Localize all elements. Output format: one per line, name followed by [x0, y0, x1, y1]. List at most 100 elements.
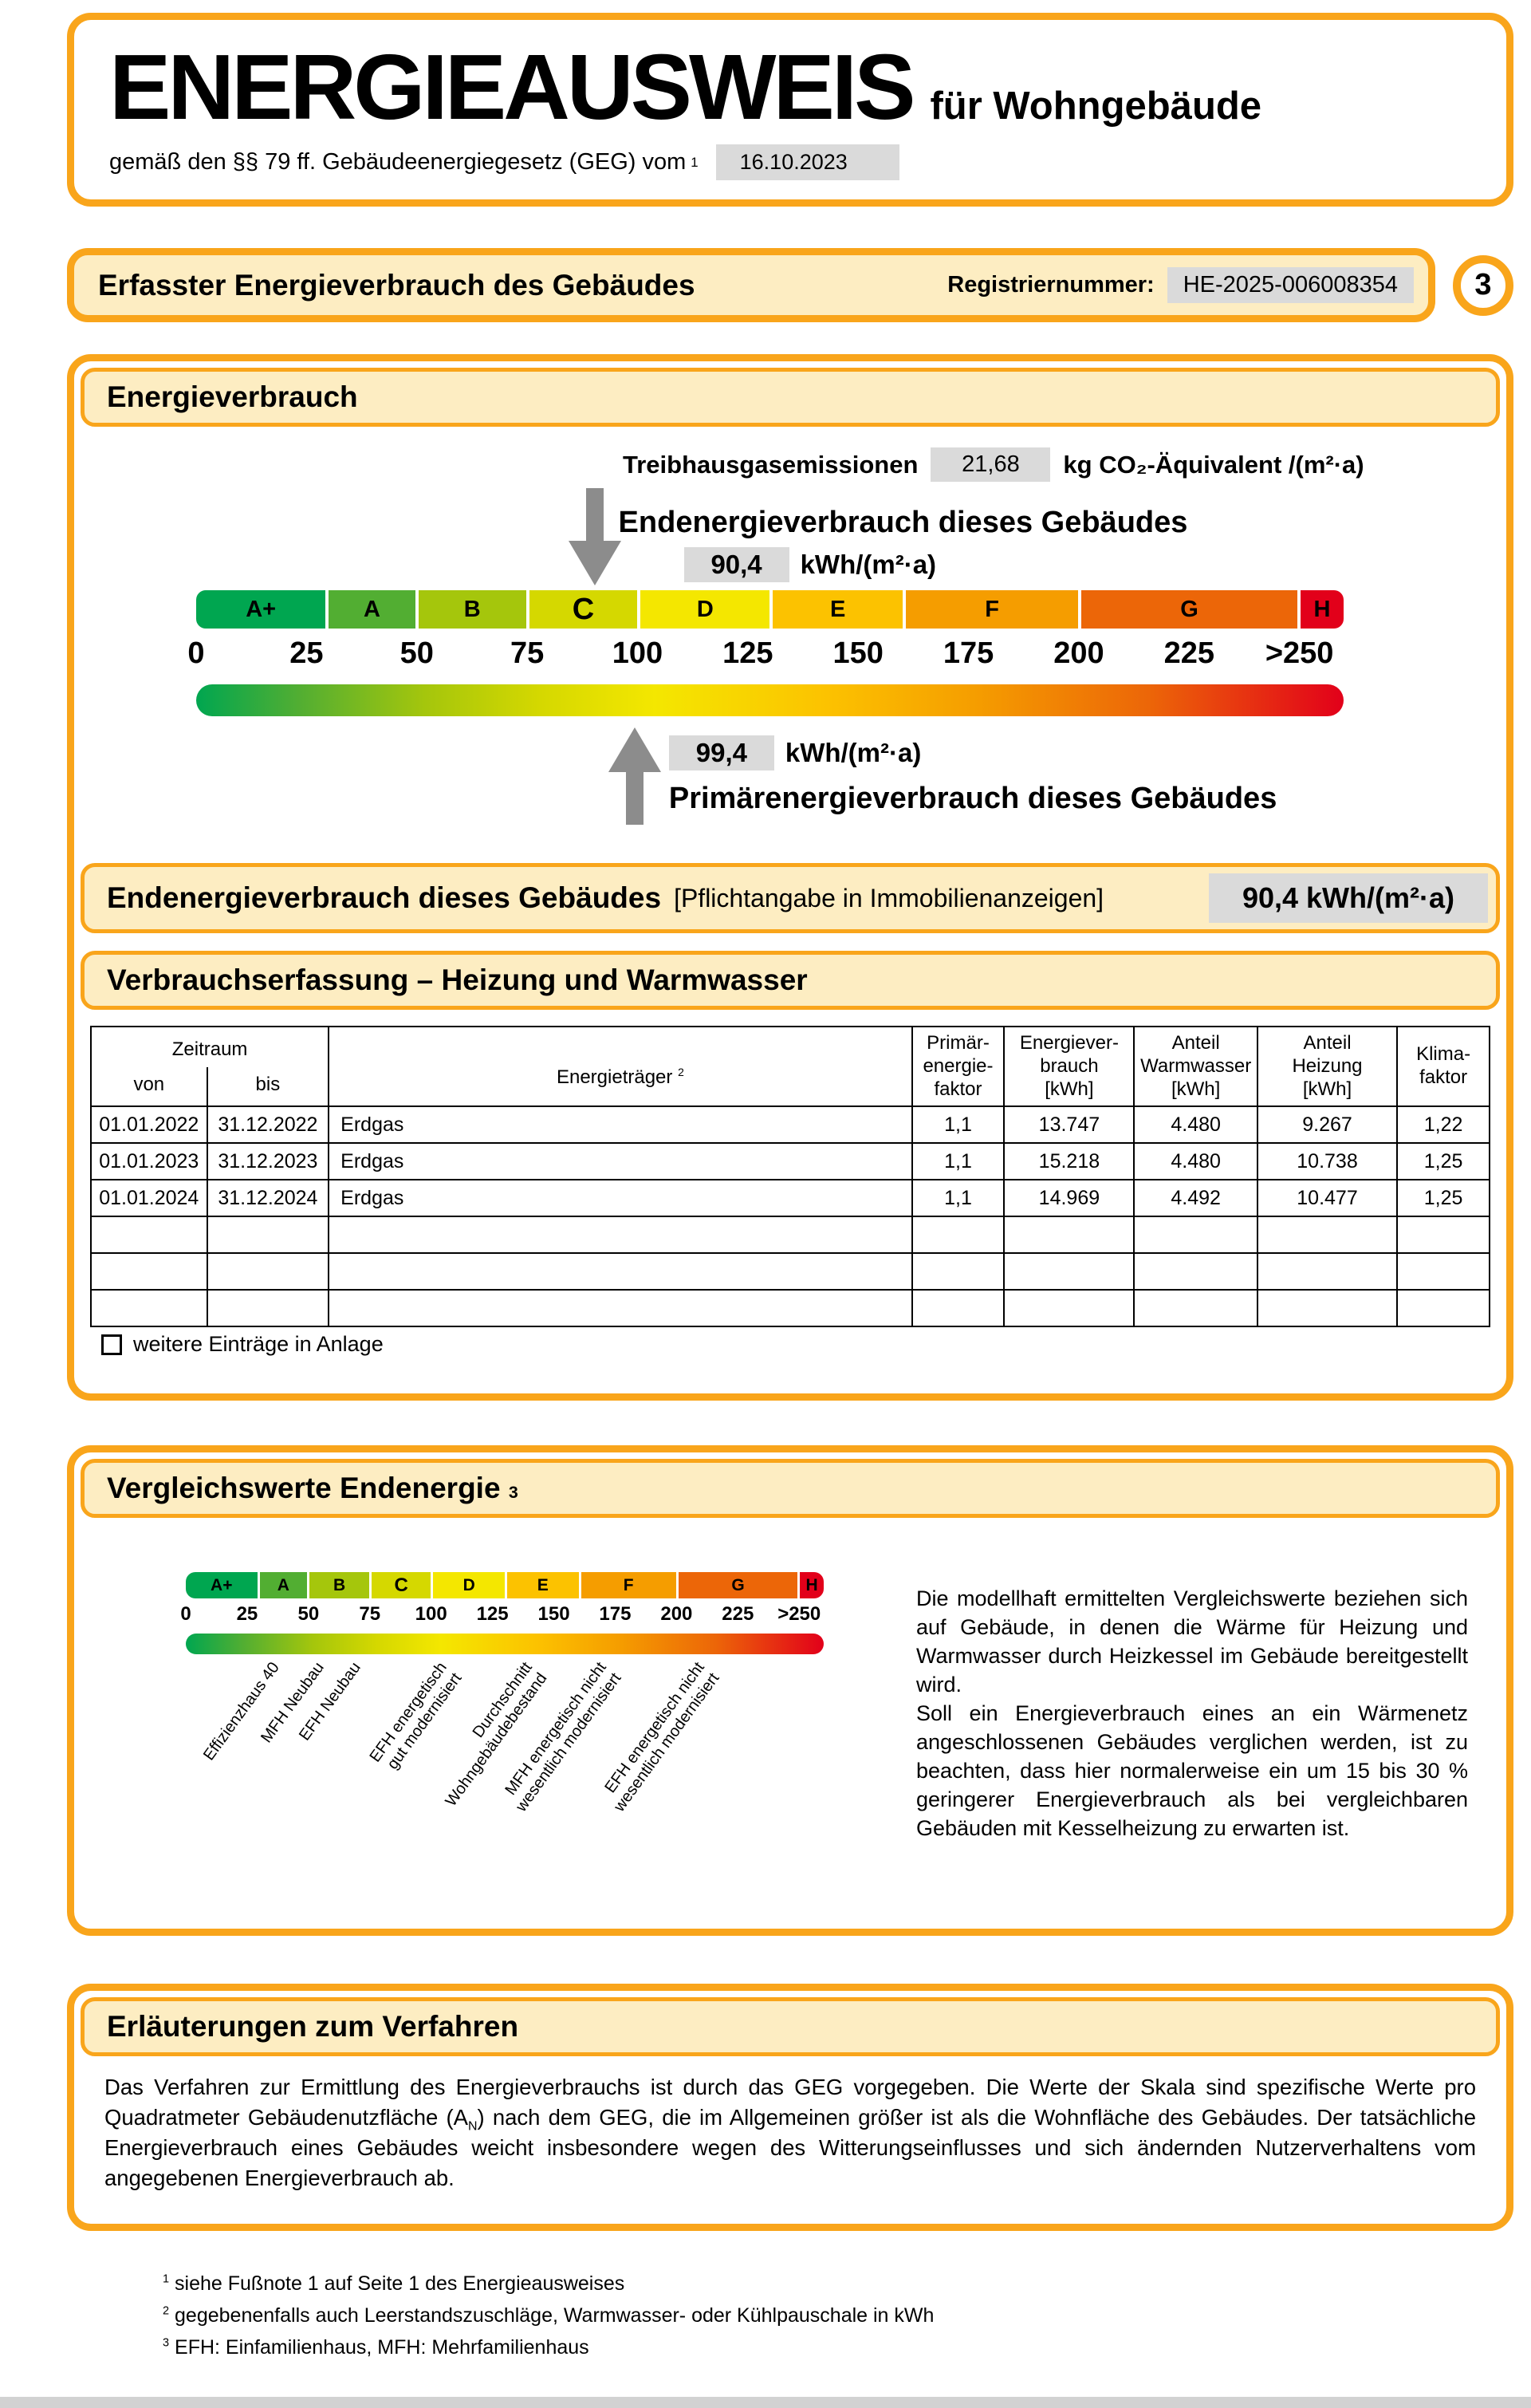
scale-tick-0: 0 [187, 636, 205, 670]
col-header-warmwasser: Anteil Warmwasser [kWh] [1133, 1025, 1258, 1108]
checkbox-label: weitere Einträge in Anlage [133, 1332, 384, 1357]
table-cell: 1,1 [911, 1105, 1006, 1145]
energy-class-H: H [1300, 590, 1344, 629]
table-cell: 10.477 [1256, 1179, 1399, 1218]
scale-tick-150: 150 [537, 1603, 570, 1626]
table-cell [1003, 1289, 1135, 1328]
down-arrow-icon [569, 488, 622, 585]
scale-tick-100: 100 [612, 636, 663, 670]
table-cell: 9.267 [1256, 1105, 1399, 1145]
energy-class-A: A [329, 590, 415, 629]
end-energy-banner: Endenergieverbrauch dieses Gebäudes [Pfl… [81, 863, 1500, 933]
table-cell [328, 1289, 913, 1328]
table-cell [911, 1289, 1006, 1328]
energy-class-A+: A+ [196, 590, 326, 629]
header-box: ENERGIEAUSWEIS für Wohngebäude gemäß den… [67, 13, 1513, 207]
energy-class-D: D [640, 590, 770, 629]
law-text: gemäß den §§ 79 ff. Gebäudeenergiegesetz… [109, 149, 687, 175]
explanation-band: Erläuterungen zum Verfahren [81, 1997, 1500, 2057]
consumption-table-body: 01.01.2022 31.12.2022 Erdgas 1,1 13.747 4.480… [90, 1105, 1490, 1328]
table-cell [206, 1289, 330, 1328]
end-energy-unit: kWh/(m²·a) [800, 550, 937, 579]
table-cell [911, 1252, 1006, 1291]
scale-tick->250: >250 [777, 1603, 821, 1626]
law-line: gemäß den §§ 79 ff. Gebäudeenergiegesetz… [109, 144, 1471, 180]
table-cell: Erdgas [328, 1179, 913, 1218]
footnote-1: 1 siehe Fußnote 1 auf Seite 1 des Energi… [163, 2272, 625, 2296]
comparison-text: Die modellhaft ermittelten Vergleichswer… [916, 1585, 1468, 1917]
table-cell [206, 1252, 330, 1291]
footnotes: 1 siehe Fußnote 1 auf Seite 1 des Energi… [163, 2268, 1513, 2363]
table-cell: 1,25 [1396, 1142, 1490, 1181]
an-subscript: N [468, 2119, 478, 2134]
table-row [90, 1252, 1490, 1291]
energy-body: Treibhausgasemissionen 21,68 kg CO₂-Äqui… [81, 427, 1500, 863]
section-title: Erfasster Energieverbrauch des Gebäudes [98, 268, 695, 301]
comparison-scale-area: A+ A B C D E F G H 0 25 50 75 100 125 150 175 200 225 >250… [96, 1526, 916, 1917]
reference-labels: Effizienzhaus 40 MFH Neubau EFH Neubau EFH … [186, 1654, 824, 1917]
ghg-value-box: 21,68 [931, 447, 1051, 482]
end-energy-banner-value-box: 90,4 kWh/(m²·a) [1208, 873, 1488, 923]
table-cell: 31.12.2022 [206, 1105, 330, 1145]
comparison-body: A+ A B C D E F G H 0 25 50 75 100 125 150 175 200 225 >250… [81, 1518, 1500, 1922]
end-energy-value-box: 90,4 [683, 547, 789, 582]
comparison-gradient-bar [186, 1634, 824, 1655]
page-bottom-edge [0, 2397, 1531, 2408]
col-header-energietraeger: Energieträger 2 [328, 1025, 913, 1108]
scale-tick-75: 75 [359, 1603, 381, 1626]
table-cell [90, 1216, 208, 1255]
scale-tick-200: 200 [660, 1603, 693, 1626]
table-cell: 01.01.2024 [90, 1179, 208, 1218]
end-energy-marker-block: Endenergieverbrauch dieses Gebäudes 90,4… [196, 482, 1344, 590]
comparison-box: Vergleichswerte Endenergie 3 A+ A B C D E F G H … [67, 1445, 1513, 1937]
scale-tick-150: 150 [832, 636, 884, 670]
scale-tick-175: 175 [599, 1603, 632, 1626]
comparison-paragraph: Die modellhaft ermittelten Vergleichswer… [916, 1586, 1468, 1697]
energy-class-G: G [1081, 590, 1297, 629]
energy-class-H: H [800, 1572, 824, 1599]
energy-band-title: Energieverbrauch [107, 380, 358, 413]
energy-scale: Endenergieverbrauch dieses Gebäudes 90,4… [187, 482, 1344, 863]
comparison-band: Vergleichswerte Endenergie 3 [81, 1459, 1500, 1519]
scale-tick-175: 175 [943, 636, 994, 670]
scale-tick-100: 100 [415, 1603, 447, 1626]
energy-class-F: F [581, 1572, 676, 1599]
table-cell: 1,1 [911, 1142, 1006, 1181]
explanation-title: Erläuterungen zum Verfahren [107, 2010, 519, 2043]
table-cell: 4.480 [1133, 1105, 1258, 1145]
registry-label: Registriernummer: [947, 272, 1155, 298]
table-cell [206, 1216, 330, 1255]
table-cell: Erdgas [328, 1105, 913, 1145]
checkbox-line: weitere Einträge in Anlage [101, 1332, 1490, 1357]
primary-energy-label: Primärenergieverbrauch dieses Gebäudes [668, 782, 1277, 815]
scale-tick-25: 25 [289, 636, 324, 670]
energy-class-A: A [259, 1572, 308, 1599]
comparison-paragraph: Soll ein Energieverbrauch eines an ein W… [916, 1701, 1468, 1840]
col-header-klimafaktor: Klima- faktor [1396, 1025, 1490, 1108]
scale-tick->250: >250 [1265, 636, 1334, 670]
footnote-2: 2 gegebenenfalls auch Leerstandszuschläg… [163, 2304, 935, 2327]
table-cell: 31.12.2024 [206, 1179, 330, 1218]
table-cell [1003, 1252, 1135, 1291]
energy-class-G: G [678, 1572, 798, 1599]
table-cell [1133, 1252, 1258, 1291]
table-cell [1133, 1216, 1258, 1255]
energy-tick-row: 0 25 50 75 100 125 150 175 200 225 >250 [187, 629, 1344, 676]
table-row [90, 1216, 1490, 1255]
energy-gradient-bar [196, 684, 1344, 716]
energy-frame: Energieverbrauch Treibhausgasemissionen … [67, 354, 1513, 1401]
primary-energy-value-line: 99,4 kWh/(m²·a) [668, 735, 921, 770]
energy-class-E: E [773, 590, 903, 629]
table-cell [1003, 1216, 1135, 1255]
table-cell [911, 1216, 1006, 1255]
consumption-table-wrap: Zeitraum Energieträger 2 Primär- energie… [81, 1010, 1500, 1387]
checkbox-weitere-eintraege[interactable] [101, 1334, 122, 1355]
table-cell: 01.01.2022 [90, 1105, 208, 1145]
table-cell [1133, 1289, 1258, 1328]
end-energy-banner-note: [Pflichtangabe in Immobilienanzeigen] [674, 883, 1104, 912]
comparison-title: Vergleichswerte Endenergie [107, 1472, 501, 1505]
col-header-primaerfaktor: Primär- energie- faktor [911, 1025, 1006, 1108]
ghg-label: Treibhausgasemissionen [623, 450, 919, 479]
energy-class-F: F [905, 590, 1079, 629]
table-cell: 1,22 [1396, 1105, 1490, 1145]
